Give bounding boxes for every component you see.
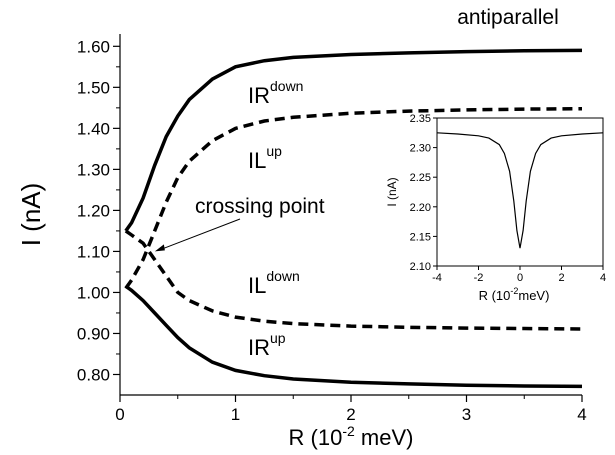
x-axis-label-exponent: -2 xyxy=(342,423,355,439)
inset-y-tick-label: 2.30 xyxy=(410,143,431,155)
y-tick-label: 1.50 xyxy=(77,78,110,97)
inset-x-axis-label-main: R (10 xyxy=(479,288,511,303)
chart-title: antiparallel xyxy=(457,6,559,29)
y-tick-label: 1.10 xyxy=(77,242,110,261)
x-tick-label: 4 xyxy=(577,405,586,424)
inset-frame xyxy=(436,117,604,267)
inset-y-tick-label: 2.20 xyxy=(410,202,431,214)
series-line-il-down xyxy=(124,229,583,331)
inset-x-tick-label: -2 xyxy=(474,272,484,284)
y-tick-label: 1.20 xyxy=(77,201,110,220)
series-label: ILdown xyxy=(248,268,300,298)
series-line-il-up xyxy=(124,106,583,290)
annotation-arrow-line xyxy=(160,218,241,250)
inset-y-tick-label: 2.10 xyxy=(410,261,431,273)
inset-x-axis-label: R (10-2meV) xyxy=(479,286,550,303)
inset-x-axis-label-exponent: -2 xyxy=(510,286,518,296)
series-label-name: IR xyxy=(248,335,270,360)
inset-x-axis-label-unit: meV) xyxy=(518,288,549,303)
series-line-ir-down xyxy=(124,48,583,232)
series-label-name: IL xyxy=(248,148,266,173)
inset-plot: -4 -2 0 2 4 2.10 2.15 2.20 2.25 2.30 2.35 I (nA) R (… xyxy=(385,113,606,303)
y-tick-label: 1.60 xyxy=(77,37,110,56)
inset-x-tick-label: 2 xyxy=(558,272,564,284)
y-tick-label: 1.30 xyxy=(77,160,110,179)
series-line-ir-up xyxy=(124,284,583,389)
inset-series-line xyxy=(436,132,604,249)
y-tick-label: 1.00 xyxy=(77,283,110,302)
series-label-superscript: up xyxy=(266,143,282,159)
series-label-superscript: down xyxy=(266,268,299,284)
x-tick-label: 1 xyxy=(231,405,240,424)
inset-y-tick-label: 2.15 xyxy=(410,231,431,243)
annotation-text: crossing point xyxy=(195,195,325,218)
inset-y-tick-label: 2.35 xyxy=(410,113,431,125)
main-plot: 0 1 2 3 4 0.80 0.90 1.00 1.10 1.20 1.30 1.40 1.50 1.6… xyxy=(16,6,587,450)
series-label-superscript: up xyxy=(270,330,286,346)
series-label: IRup xyxy=(248,330,286,360)
annotation-arrow-head xyxy=(154,244,165,252)
inset-x-tick-label: 4 xyxy=(600,272,606,284)
y-tick-label: 1.40 xyxy=(77,119,110,138)
series-label-name: IR xyxy=(248,83,270,108)
y-axis-label: I (nA) xyxy=(16,183,46,247)
y-tick-label: 0.90 xyxy=(77,324,110,343)
series-label-name: IL xyxy=(248,273,266,298)
series-label: IRdown xyxy=(248,78,303,108)
inset-x-tick-label: -4 xyxy=(432,272,442,284)
series-label: ILup xyxy=(248,143,282,173)
inset-x-tick-label: 0 xyxy=(517,272,523,284)
x-axis-label-main: R (10 xyxy=(289,425,343,450)
x-axis-label-unit: meV) xyxy=(355,425,414,450)
x-axis-label: R (10-2 meV) xyxy=(289,423,414,450)
x-tick-label: 2 xyxy=(346,405,355,424)
x-tick-label: 3 xyxy=(462,405,471,424)
inset-y-tick-label: 2.25 xyxy=(410,172,431,184)
y-tick-label: 0.80 xyxy=(77,365,110,384)
inset-y-axis-label: I (nA) xyxy=(385,177,399,206)
x-tick-label: 0 xyxy=(115,405,124,424)
series-label-superscript: down xyxy=(270,78,303,94)
